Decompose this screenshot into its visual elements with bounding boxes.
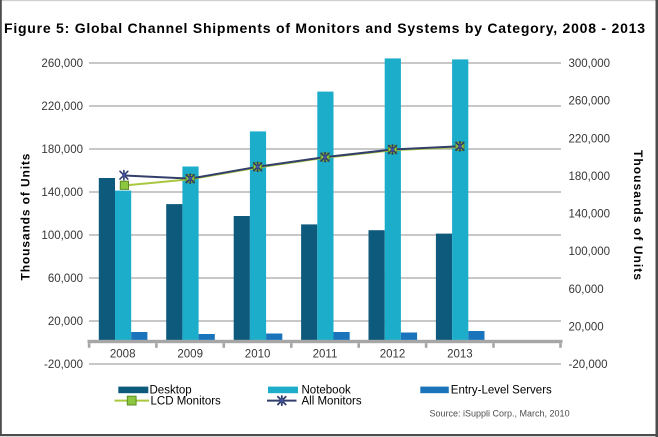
svg-text:Thousands of Units: Thousands of Units bbox=[19, 153, 33, 280]
svg-text:Notebook: Notebook bbox=[302, 385, 351, 397]
svg-text:140,000: 140,000 bbox=[569, 209, 611, 221]
svg-text:2013: 2013 bbox=[447, 349, 473, 361]
svg-text:180,000: 180,000 bbox=[41, 144, 83, 156]
svg-text:2012: 2012 bbox=[380, 349, 406, 361]
svg-text:Figure 5: Global Channel Shipm: Figure 5: Global Channel Shipments of Mo… bbox=[4, 20, 645, 36]
svg-text:260,000: 260,000 bbox=[569, 96, 611, 108]
svg-text:140,000: 140,000 bbox=[41, 187, 83, 199]
svg-text:100,000: 100,000 bbox=[569, 246, 611, 258]
svg-text:Source: iSuppli Corp., March,: Source: iSuppli Corp., March, 2010 bbox=[430, 409, 570, 419]
svg-text:100,000: 100,000 bbox=[41, 230, 83, 242]
svg-text:2011: 2011 bbox=[313, 349, 338, 361]
svg-text:300,000: 300,000 bbox=[569, 58, 611, 70]
svg-text:2010: 2010 bbox=[245, 349, 271, 361]
svg-text:220,000: 220,000 bbox=[41, 101, 83, 113]
svg-text:2008: 2008 bbox=[110, 349, 136, 361]
svg-text:2009: 2009 bbox=[177, 349, 203, 361]
svg-text:180,000: 180,000 bbox=[569, 171, 611, 183]
svg-text:LCD Monitors: LCD Monitors bbox=[151, 396, 222, 408]
svg-text:-20,000: -20,000 bbox=[44, 359, 83, 371]
svg-text:220,000: 220,000 bbox=[569, 133, 611, 145]
svg-text:Entry-Level Servers: Entry-Level Servers bbox=[451, 385, 552, 397]
svg-text:20,000: 20,000 bbox=[48, 316, 83, 328]
svg-text:260,000: 260,000 bbox=[41, 58, 83, 70]
svg-text:-20,000: -20,000 bbox=[569, 359, 608, 371]
svg-text:All Monitors: All Monitors bbox=[302, 396, 362, 408]
svg-text:Thousands of Units: Thousands of Units bbox=[631, 150, 645, 280]
svg-text:20,000: 20,000 bbox=[569, 321, 604, 333]
svg-text:60,000: 60,000 bbox=[48, 273, 83, 285]
svg-text:60,000: 60,000 bbox=[569, 284, 604, 296]
svg-text:Desktop: Desktop bbox=[150, 385, 192, 397]
